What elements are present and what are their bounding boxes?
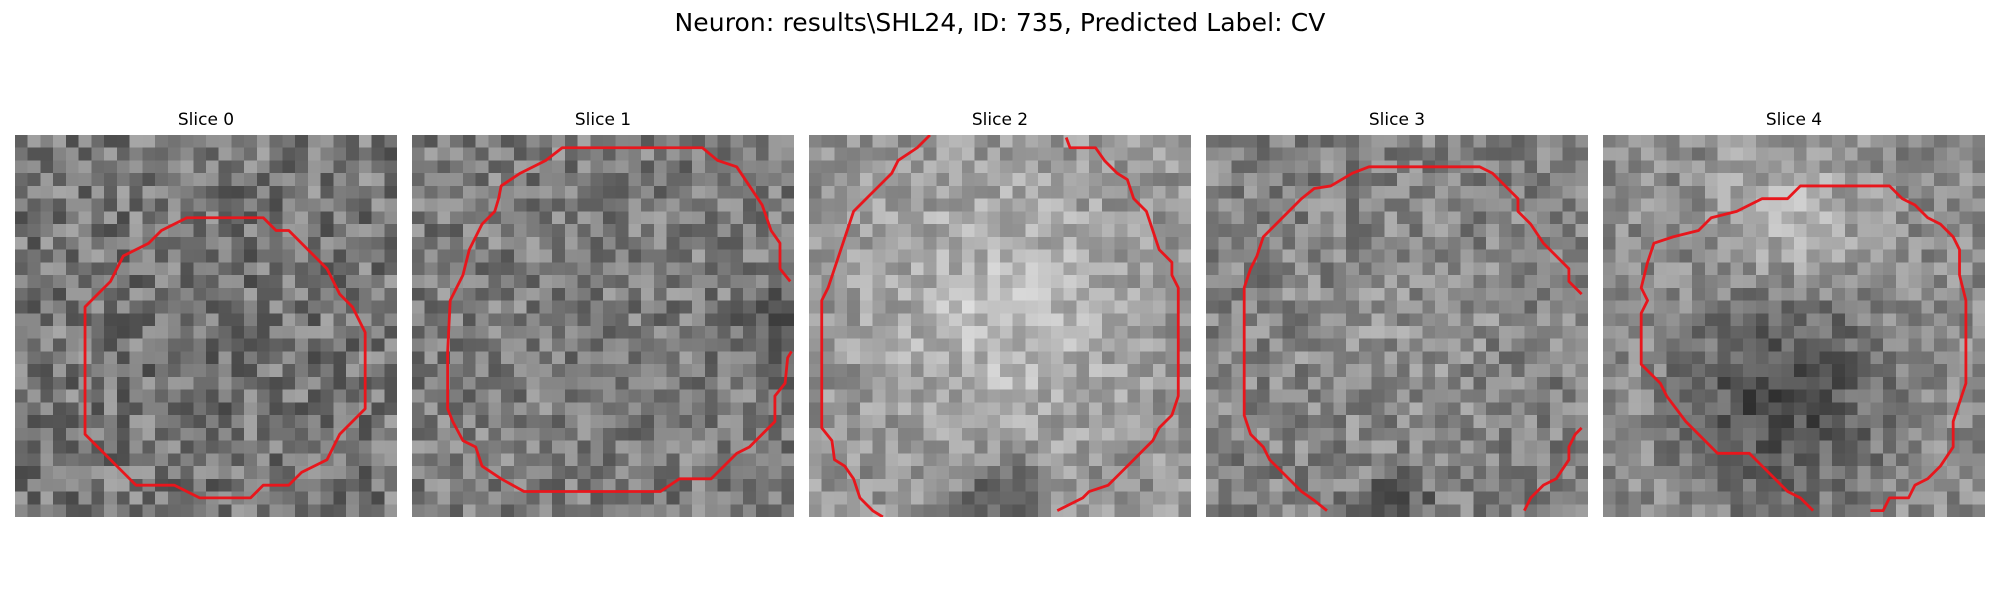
slice-title: Slice 2: [971, 110, 1029, 130]
slice-panel-3: Slice 3: [1206, 108, 1588, 517]
cell-contour: [446, 146, 793, 493]
slice-image: [412, 135, 794, 517]
figure-title: Neuron: results\SHL24, ID: 735, Predicte…: [674, 8, 1326, 37]
cell-contour: [820, 135, 931, 517]
cell-contour: [1523, 426, 1583, 512]
cell-contour: [1056, 137, 1180, 512]
slice-title: Slice 4: [1765, 110, 1823, 130]
slice-image: [1206, 135, 1588, 517]
slice-panel-1: Slice 1: [412, 108, 794, 517]
slice-title: Slice 0: [177, 110, 235, 130]
slice-panel-2: Slice 2: [809, 108, 1191, 517]
slice-panel-0: Slice 0: [15, 108, 397, 517]
slice-title: Slice 1: [574, 110, 632, 130]
slice-image: [1603, 135, 1985, 517]
cell-contour: [1242, 165, 1583, 512]
slice-image: [809, 135, 1191, 517]
cell-contour: [83, 216, 367, 500]
slice-title: Slice 3: [1368, 110, 1426, 130]
slice-image: [15, 135, 397, 517]
cell-contour: [1639, 184, 1968, 513]
slice-panel-4: Slice 4: [1603, 108, 1985, 517]
